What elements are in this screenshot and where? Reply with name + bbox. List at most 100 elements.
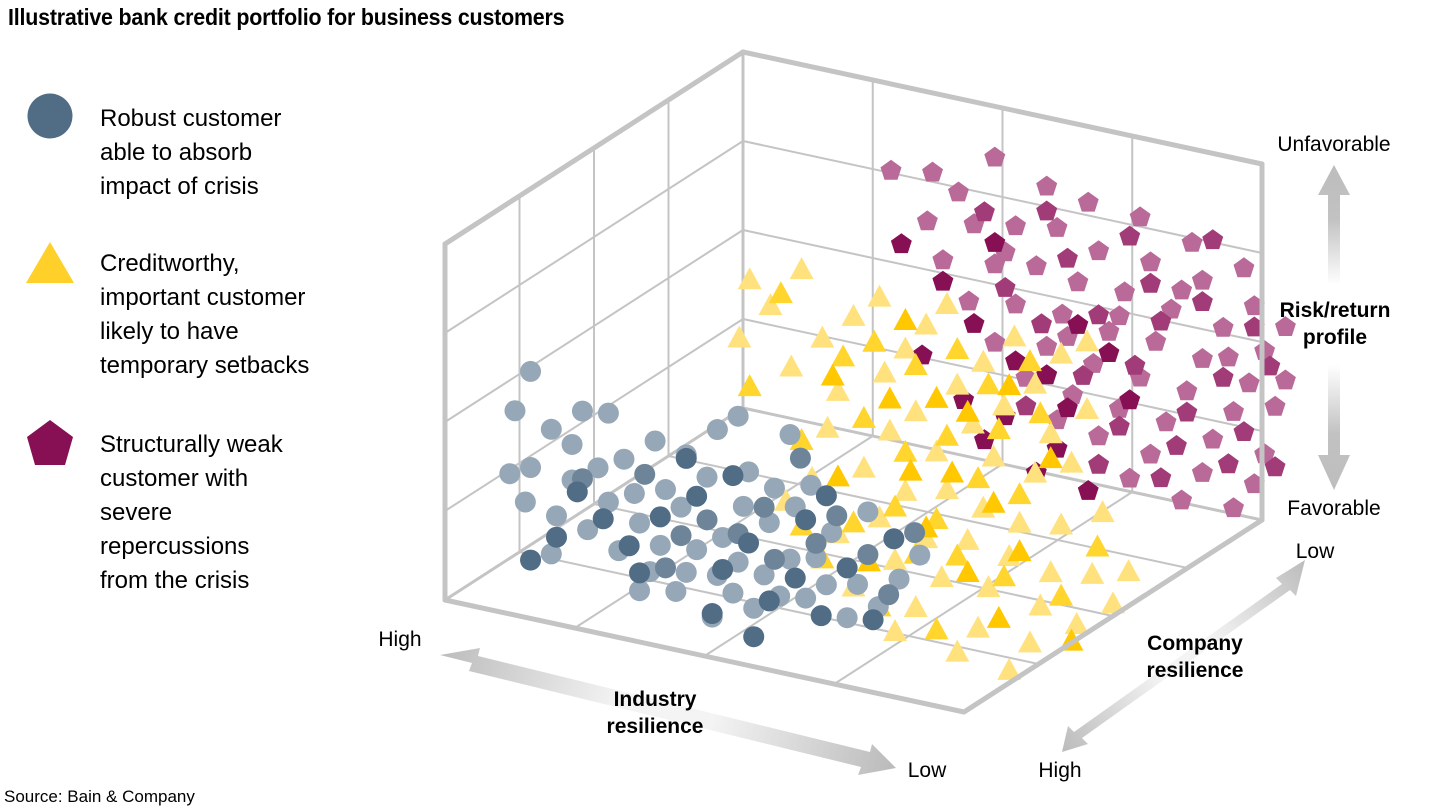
- pentagon-data-point: [1259, 355, 1281, 376]
- back-wall-gridline: [742, 140, 1263, 254]
- pentagon-data-point: [1082, 353, 1104, 373]
- circle-data-point: [826, 505, 848, 527]
- circle-data-point: [571, 400, 593, 422]
- circle-data-point: [847, 573, 869, 595]
- circle-data-point: [904, 522, 926, 544]
- triangle-data-point: [820, 363, 845, 386]
- chart-title: Illustrative bank credit portfolio for b…: [8, 4, 565, 30]
- legend-item-robust: Robust customer able to absorb impact of…: [0, 90, 380, 200]
- triangle-data-point: [934, 423, 959, 446]
- circle-data-point: [712, 558, 734, 580]
- pentagon-data-point: [1077, 191, 1099, 212]
- pentagon-data-point: [1036, 175, 1058, 196]
- side-wall-gridline: [444, 229, 744, 423]
- pentagon-data-point: [916, 210, 938, 231]
- risk-bottom-label: Favorable: [1287, 497, 1381, 520]
- triangle-data-point: [831, 344, 856, 367]
- circle-data-point: [815, 574, 837, 596]
- triangle-data-point: [1007, 539, 1032, 562]
- industry-axis-title: Industry resilience: [606, 688, 704, 738]
- triangle-data-point: [841, 510, 866, 533]
- circle-data-point: [732, 495, 754, 517]
- triangle-data-point: [1075, 397, 1100, 420]
- triangle-data-point: [924, 385, 949, 408]
- circle-data-point: [779, 424, 801, 446]
- pentagon-data-point: [932, 270, 954, 291]
- floor-right-edge: [961, 517, 1265, 715]
- triangle-data-point: [976, 372, 1001, 395]
- triangle-data-point: [986, 417, 1011, 440]
- pentagon-data-point: [890, 233, 912, 254]
- risk-top-label: Unfavorable: [1277, 133, 1391, 156]
- circle-data-point: [701, 603, 723, 625]
- triangle-data-point: [940, 460, 965, 483]
- triangle-data-point: [997, 373, 1022, 396]
- pentagon-data-point: [1088, 425, 1110, 446]
- pentagon-data-point: [1191, 348, 1213, 368]
- triangle-data-point: [893, 439, 918, 462]
- circle-data-point: [566, 481, 588, 503]
- triangle-data-point: [945, 372, 970, 395]
- pentagon-data-point: [1140, 251, 1161, 272]
- pentagon-data-point: [1129, 206, 1151, 227]
- circle-data-point: [805, 532, 827, 554]
- triangle-data-point: [1017, 630, 1042, 653]
- pentagon-data-point: [1119, 389, 1141, 410]
- triangle-data-point: [934, 292, 959, 315]
- triangle-data-point: [976, 575, 1001, 598]
- pentagon-data-point: [1119, 467, 1141, 488]
- triangle-data-point: [1049, 341, 1074, 364]
- triangle-data-point: [914, 312, 939, 335]
- circle-data-point: [649, 506, 671, 528]
- pentagon-data-point: [1036, 335, 1058, 356]
- triangle-data-point: [883, 547, 908, 570]
- circle-data-point: [686, 539, 708, 561]
- circle-data-point: [743, 626, 765, 648]
- triangle-data-point: [1007, 510, 1032, 533]
- circle-data-point: [696, 509, 718, 531]
- triangle-data-point: [1023, 460, 1048, 483]
- triangle-data-point: [877, 418, 902, 441]
- triangle-data-point: [903, 595, 928, 618]
- triangle-data-point: [1049, 512, 1074, 535]
- pentagon-data-point: [880, 159, 902, 180]
- circle-data-point: [675, 447, 697, 469]
- triangle-data-point: [893, 478, 918, 501]
- circle-data-point: [592, 508, 614, 530]
- triangle-data-point: [872, 360, 897, 383]
- triangle-data-point: [851, 455, 876, 478]
- industry-right-label: Low: [907, 759, 947, 782]
- circle-data-point: [546, 526, 567, 548]
- pentagon-data-point: [1254, 443, 1276, 464]
- triangle-data-point: [955, 559, 980, 582]
- circle-data-point: [738, 532, 760, 554]
- pentagon-data-point: [1114, 281, 1135, 302]
- triangle-data-point: [945, 639, 970, 662]
- triangle-data-point: [877, 386, 902, 409]
- pentagon-data-point: [1212, 316, 1234, 337]
- pentagon-data-point: [1212, 366, 1234, 387]
- pentagon-data-point: [948, 181, 969, 202]
- pentagon-data-point: [1223, 401, 1244, 421]
- circle-data-point: [654, 557, 676, 579]
- pentagon-data-point: [1077, 480, 1099, 500]
- vertical-axis-arrow-down: [1318, 365, 1350, 490]
- company-front-label: High: [1038, 759, 1082, 782]
- triangle-data-point: [966, 615, 991, 638]
- circle-data-point: [763, 548, 785, 570]
- triangle-data-point: [1080, 561, 1105, 584]
- circle-data-point: [629, 562, 651, 584]
- circle-data-point: [629, 580, 651, 602]
- triangle-data-point: [737, 374, 762, 397]
- triangle-data-point: [981, 490, 1006, 513]
- pentagon-data-point: [1072, 365, 1094, 385]
- circle-data-point: [587, 457, 609, 479]
- triangle-data-point: [883, 494, 908, 517]
- pentagon-data-point: [1233, 257, 1255, 278]
- pentagon-data-point: [1223, 497, 1244, 518]
- circle-data-point: [743, 597, 765, 619]
- circle-data-point: [597, 491, 619, 513]
- pentagon-data-point: [1202, 229, 1224, 250]
- pentagon-data-point: [1005, 350, 1026, 371]
